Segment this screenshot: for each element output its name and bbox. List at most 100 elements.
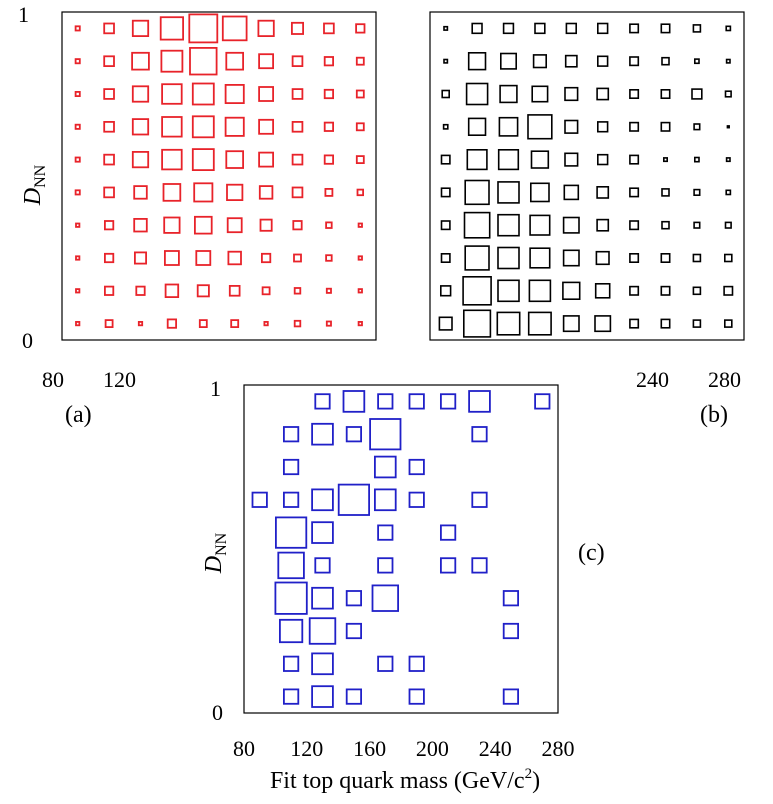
x-tick-label-280-b: 280 [708,367,741,392]
box-mark [562,315,580,333]
box-mark [230,319,240,329]
box-mark [661,220,670,230]
box-mark [277,551,305,580]
box-mark [371,584,400,612]
box-mark [293,319,302,328]
box-mark [464,179,490,206]
box-mark [325,221,333,229]
box-mark [629,154,640,165]
panel-a: 1 0 DNN 80 120 (a) [18,2,377,428]
box-mark [357,320,363,327]
box-mark [693,156,700,163]
box-mark [274,581,308,615]
box-mark [692,319,702,328]
box-mark [282,688,300,705]
box-mark [137,320,144,327]
box-mark [629,318,640,329]
box-mark [594,282,611,299]
box-mark [465,82,489,106]
box-mark [661,188,670,197]
box-mark [596,218,610,232]
box-mark [75,320,81,327]
box-mark [660,121,671,132]
box-mark [225,51,245,71]
box-mark [323,121,335,132]
box-mark [440,154,451,165]
box-mark [563,184,580,201]
box-mark [377,393,394,410]
box-mark [462,275,492,306]
box-mark [562,249,580,267]
box-mark [693,58,700,65]
box-mark [191,115,215,139]
box-mark [596,121,609,133]
x-tick-label-120-a: 120 [103,367,136,392]
box-mark [502,688,520,705]
box-mark [278,618,304,644]
box-mark [355,155,365,165]
box-mark [104,252,115,264]
box-mark [502,590,520,607]
box-mark [629,23,640,34]
box-mark [466,149,488,171]
box-mark [163,216,181,234]
box-mark [325,320,332,327]
box-mark [497,213,520,237]
box-mark [311,488,334,512]
box-mark [314,393,331,410]
box-mark [596,55,609,67]
box-mark [438,316,453,331]
box-mark [408,458,425,476]
box-mark [377,655,394,672]
box-mark [224,116,245,137]
box-mark [133,217,148,233]
box-mark [103,186,115,199]
box-mark [564,54,578,68]
box-mark [532,54,547,69]
box-mark [345,426,363,443]
svg-text:DNN: DNN [201,532,230,574]
box-mark [629,121,640,132]
box-mark [356,188,364,197]
box-mark [162,183,182,202]
box-mark [251,491,268,508]
box-mark [629,187,640,198]
box-mark [529,182,550,203]
box-mark [629,56,640,67]
box-mark [439,524,457,541]
box-mark [440,253,451,264]
plot-frame-a [61,11,377,341]
box-mark [471,557,488,574]
box-mark [725,189,732,196]
box-mark [293,253,302,263]
box-mark [258,53,275,70]
box-mark [228,284,241,297]
box-mark [528,279,552,303]
box-mark [499,52,517,70]
box-mark [692,253,702,263]
box-mark [323,56,335,67]
box-mark [693,123,701,131]
box-mark [499,84,518,104]
box-mark [629,220,640,231]
box-mark [529,214,551,236]
box-mark [596,153,609,166]
x-tick-label-240-b: 240 [636,367,669,392]
box-mark [726,125,730,129]
box-mark [311,521,334,544]
box-mark [166,318,177,329]
box-mark [345,688,363,705]
box-mark [443,58,449,64]
y-tick-label-top-c: 1 [210,376,221,401]
box-mark [467,117,487,137]
box-mark [74,25,81,32]
box-mark [562,281,581,300]
box-mark [227,250,242,266]
box-mark [282,458,300,476]
plot-frame-b [429,11,745,341]
x-tick-label-c: 200 [416,736,449,761]
box-mark [345,590,363,607]
box-mark [357,222,363,228]
box-mark [355,56,365,66]
box-mark [725,157,731,163]
